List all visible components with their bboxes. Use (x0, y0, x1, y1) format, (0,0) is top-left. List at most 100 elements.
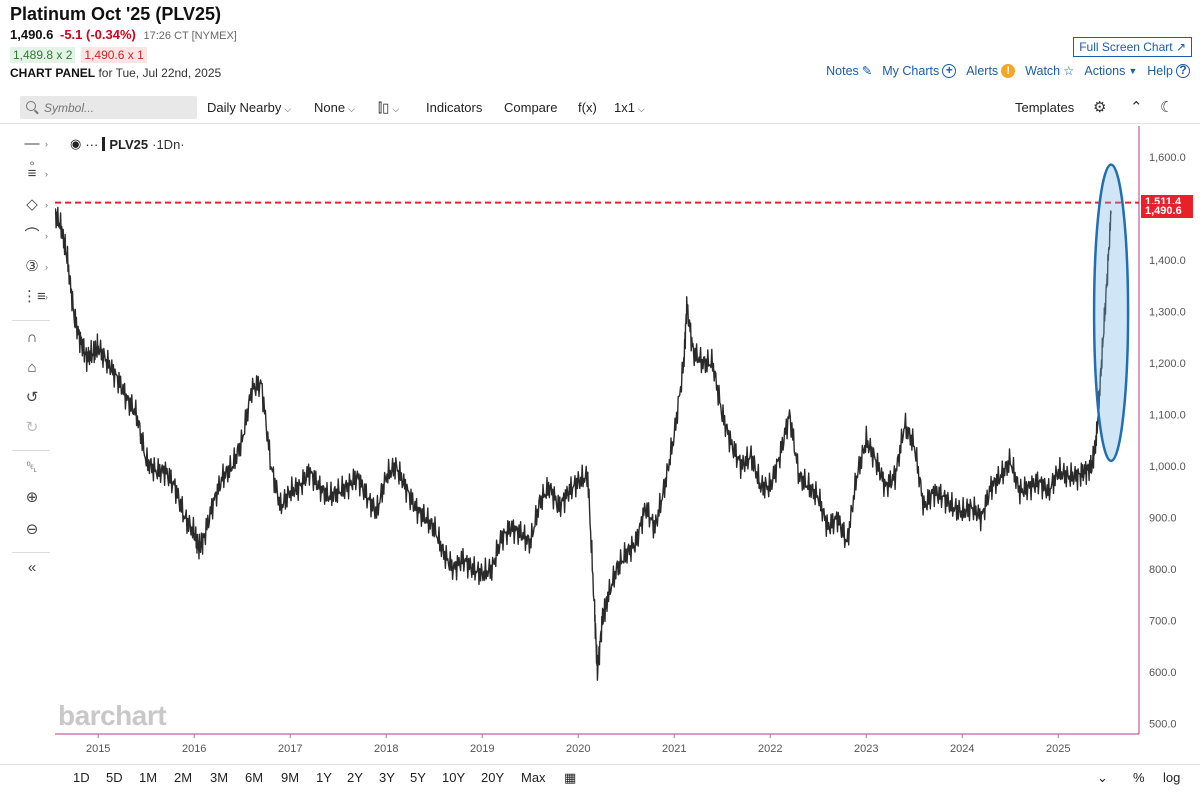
chevron-right-icon[interactable]: › (45, 262, 48, 272)
range-5y[interactable]: 5Y (410, 770, 426, 785)
drawing-toolbar: —◦ › ≡ › ◇ › ⌒ › ③ › ⋮≡ › ∩ ⌂ ↺ ↻ ␡ ⊕ ⊖ « (0, 126, 55, 586)
interval-dropdown[interactable]: Daily Nearby ⌵ (207, 100, 291, 115)
range-3y[interactable]: 3Y (379, 770, 395, 785)
y-tick-label: 1,100.0 (1149, 410, 1186, 422)
chart-type-dropdown[interactable]: ⫿▯ ⌵ (378, 100, 399, 116)
range-2y[interactable]: 2Y (347, 770, 363, 785)
chevron-right-icon[interactable]: › (45, 231, 48, 241)
y-tick-label: 800.0 (1149, 564, 1177, 576)
range-1m[interactable]: 1M (139, 770, 158, 785)
price-chart[interactable]: 500.0 600.0 700.0 800.0 900.0 1,000.0 1,100.0 1… (55, 126, 1200, 766)
zoom-out-icon[interactable]: ⊖ (25, 521, 39, 538)
range-1d[interactable]: 1D (73, 770, 90, 785)
range-10y[interactable]: 10Y (442, 770, 466, 785)
x-tick-label: 2024 (950, 743, 974, 755)
redo-icon[interactable]: ↻ (25, 419, 39, 436)
full-screen-chart-button[interactable]: Full Screen Chart ↗ (1073, 37, 1192, 57)
gear-icon[interactable]: ⚙ (1093, 99, 1107, 116)
tools-divider (12, 552, 50, 553)
series-color-bar (102, 137, 106, 151)
range-1y[interactable]: 1Y (316, 770, 332, 785)
range-9m[interactable]: 9M (281, 770, 300, 785)
my-charts-label: My Charts (882, 63, 940, 78)
chart-canvas[interactable]: 500.0 600.0 700.0 800.0 900.0 1,000.0 1,100.0 1… (55, 126, 1200, 766)
trash-icon[interactable]: ␡ (25, 459, 38, 476)
range-bar: 1D 5D 1M 2M 3M 6M 9M 1Y 2Y 3Y 5Y 10Y 20Y… (0, 764, 1200, 792)
x-tick-label: 2025 (1046, 743, 1070, 755)
my-charts-link[interactable]: My Charts + (882, 63, 957, 78)
log-toggle[interactable]: log (1163, 770, 1181, 785)
eye-icon[interactable]: ◉ (70, 136, 82, 151)
caret-down-icon: ▼ (1128, 65, 1138, 76)
indicators-button[interactable]: Indicators (426, 100, 483, 115)
tools-divider (12, 320, 50, 321)
quote-line: 1,490.6 -5.1 (-0.34%) 17:26 CT [NYMEX] (10, 27, 237, 42)
watch-link[interactable]: Watch ☆ (1025, 63, 1075, 79)
alert-icon: ! (1001, 63, 1016, 78)
fib-tool-icon[interactable]: ≡ (27, 165, 37, 182)
panel-title: CHART PANEL (10, 66, 96, 80)
highlight-ellipse (1092, 163, 1130, 463)
overlay-dropdown[interactable]: None ⌵ (314, 100, 355, 115)
collapse-up-icon[interactable]: ⌃ (1130, 99, 1143, 116)
tools-divider (12, 450, 50, 451)
count-tool-icon[interactable]: ③ (25, 258, 39, 275)
y-tick-label: 1,400.0 (1149, 255, 1186, 267)
last-price-tag: 1,490.6 (1141, 204, 1193, 218)
edit-icon: ✎ (861, 64, 873, 78)
more-dots-icon[interactable]: ··· (85, 136, 99, 152)
x-tick-label: 2015 (86, 743, 110, 755)
compare-button[interactable]: Compare (504, 100, 558, 115)
actions-menu[interactable]: Actions ▼ (1084, 64, 1137, 78)
x-tick-label: 2016 (182, 743, 206, 755)
magnet-icon[interactable]: ∩ (26, 329, 38, 346)
y-tick-label: 1,000.0 (1149, 461, 1186, 473)
arc-tool-icon[interactable]: ⌒ (24, 227, 40, 244)
chevron-right-icon[interactable]: › (45, 139, 48, 149)
collapse-left-icon[interactable]: « (27, 559, 37, 576)
layout-dropdown[interactable]: 1x1 ⌵ (614, 100, 645, 115)
chart-toolbar: Daily Nearby⌵ None⌵ ⫿▯⌵ Indicators Compa… (0, 92, 1200, 124)
range-6m[interactable]: 6M (245, 770, 264, 785)
chevron-right-icon[interactable]: › (45, 200, 48, 210)
chevron-right-icon[interactable]: › (45, 292, 48, 302)
zoom-in-icon[interactable]: ⊕ (25, 489, 39, 506)
range-5d[interactable]: 5D (106, 770, 123, 785)
star-icon: ☆ (1063, 64, 1075, 78)
top-links: Notes ✎ My Charts + Alerts! Watch ☆ Actions… (826, 63, 1190, 78)
y-tick-label: 900.0 (1149, 513, 1177, 525)
range-2m[interactable]: 2M (174, 770, 193, 785)
x-tick-label: 2018 (374, 743, 398, 755)
alerts-label: Alerts (966, 63, 999, 78)
symbol-search-input[interactable] (20, 96, 197, 119)
legend-interval: ·1Dn· (152, 136, 185, 152)
candlestick-icon: ⫿▯ (378, 100, 390, 115)
x-tick-label: 2017 (278, 743, 302, 755)
help-icon: ? (1176, 63, 1190, 78)
undo-icon[interactable]: ↺ (25, 389, 39, 406)
x-tick-label: 2020 (566, 743, 590, 755)
line-tool-icon[interactable]: —◦ (24, 135, 40, 172)
chevrons-down-icon[interactable]: ⌄ (1097, 770, 1108, 785)
moon-icon[interactable]: ☾ (1160, 99, 1174, 116)
plus-circle-icon: + (942, 63, 957, 78)
chevron-right-icon[interactable]: › (45, 169, 48, 179)
range-20y[interactable]: 20Y (481, 770, 505, 785)
shape-tool-icon[interactable]: ◇ (26, 196, 38, 213)
chevron-down-icon: ⌵ (348, 104, 355, 114)
percent-toggle[interactable]: % (1133, 770, 1145, 785)
measure-tool-icon[interactable]: ⋮≡ (22, 288, 46, 305)
notes-link[interactable]: Notes ✎ (826, 63, 873, 79)
watch-label: Watch (1025, 63, 1061, 78)
help-link[interactable]: Help? (1147, 63, 1190, 78)
fx-button[interactable]: f(x) (578, 100, 597, 115)
chevron-down-icon: ⌵ (637, 104, 645, 114)
chevron-down-icon: ⌵ (392, 104, 400, 114)
templates-button[interactable]: Templates (1015, 100, 1075, 115)
calendar-icon[interactable]: ▦ (564, 770, 577, 785)
range-max[interactable]: Max (521, 770, 546, 785)
alerts-link[interactable]: Alerts! (966, 63, 1016, 78)
help-label: Help (1147, 63, 1173, 78)
range-3m[interactable]: 3M (210, 770, 229, 785)
unlock-icon[interactable]: ⌂ (27, 359, 37, 376)
